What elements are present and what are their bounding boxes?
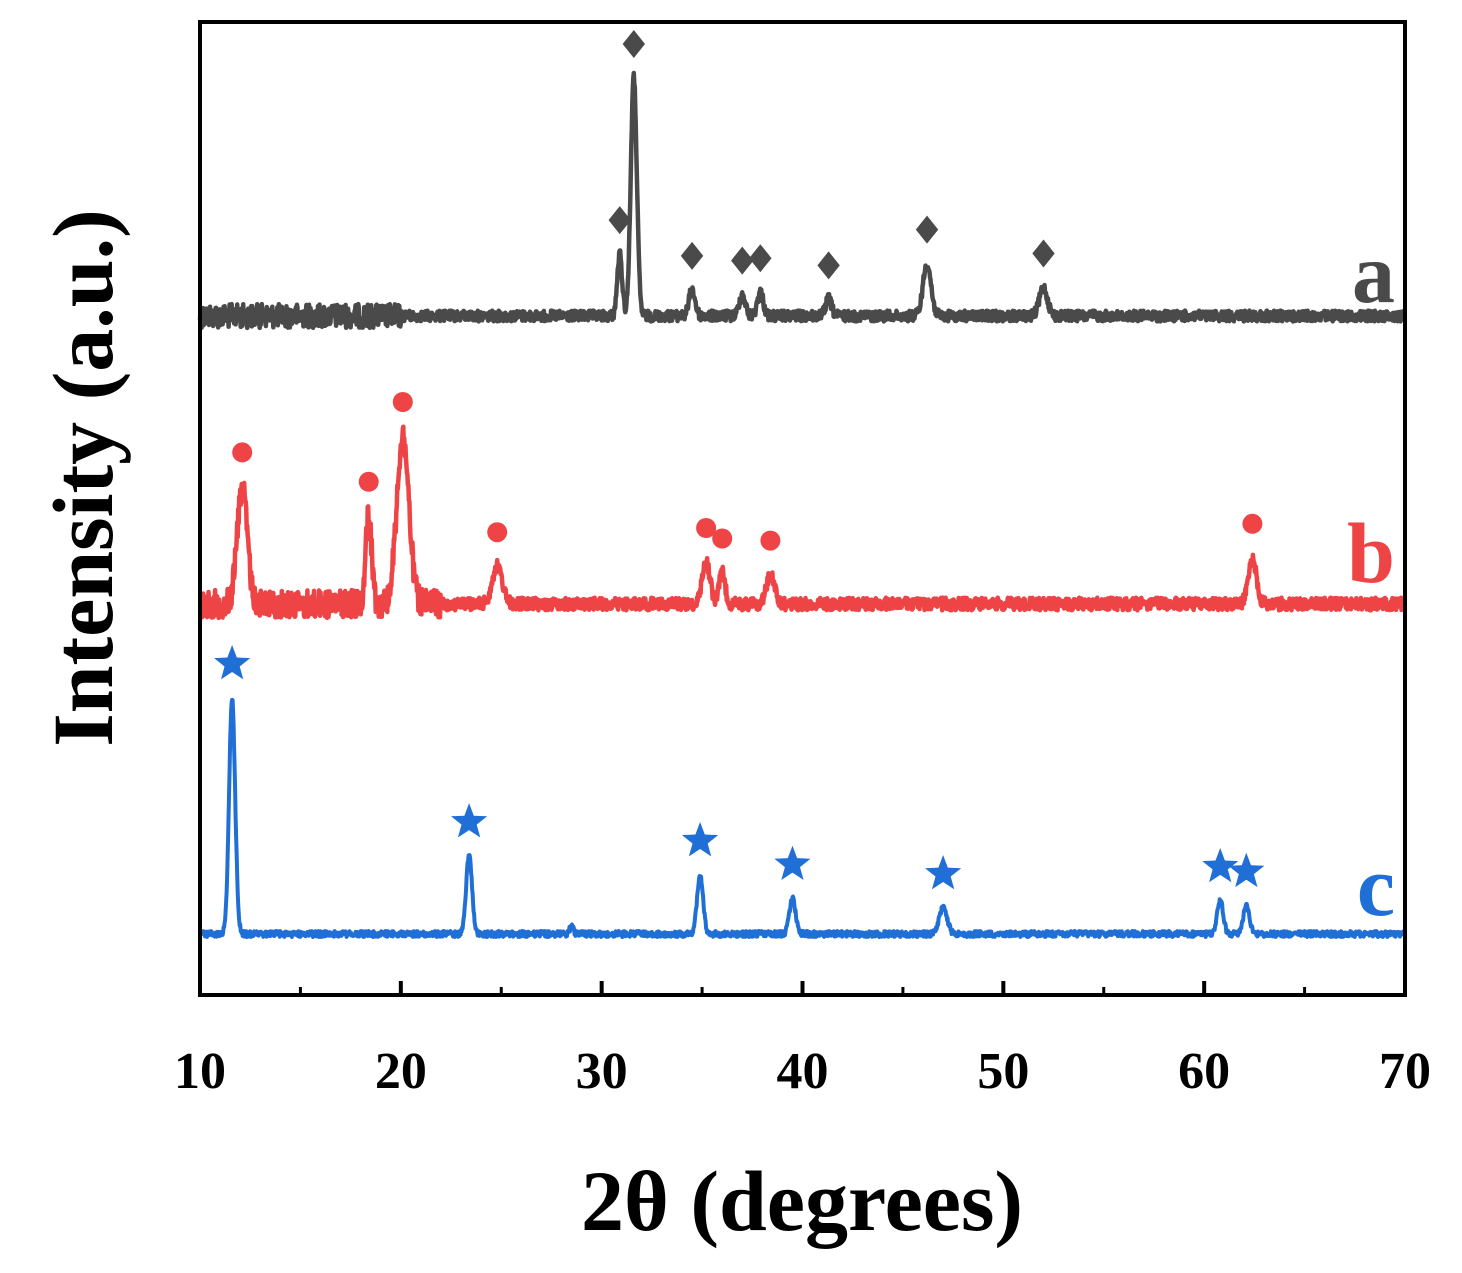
peak-marker-c-0 <box>214 645 251 680</box>
peak-marker-a-3 <box>731 246 754 275</box>
x-tick-label: 40 <box>777 1043 829 1100</box>
peak-marker-b-6 <box>760 530 781 551</box>
x-tick-label: 30 <box>576 1043 628 1100</box>
x-tick-label: 50 <box>977 1043 1029 1100</box>
peak-marker-c-5 <box>925 855 962 890</box>
plot-frame <box>198 20 1407 997</box>
peak-marker-b-4 <box>696 518 717 538</box>
peak-marker-a-4 <box>749 244 772 273</box>
peak-marker-c-3 <box>682 822 719 857</box>
series-label-b: b <box>1347 505 1395 601</box>
peak-marker-b-3 <box>487 522 508 543</box>
series-line-b <box>197 424 1408 621</box>
peak-marker-a-1 <box>622 30 645 58</box>
peak-marker-b-7 <box>1242 513 1263 534</box>
x-tick-label: 70 <box>1379 1043 1431 1100</box>
plot-markers <box>214 30 1265 890</box>
series-label-a: a <box>1352 225 1395 321</box>
peak-marker-a-7 <box>1032 239 1055 268</box>
y-axis-title: Intensity (a.u.) <box>35 209 131 747</box>
series-line-c <box>198 697 1407 939</box>
series-line-a <box>197 70 1407 331</box>
peak-marker-c-7 <box>1228 852 1265 888</box>
x-axis-title: 2θ (degrees) <box>581 1153 1023 1249</box>
peak-marker-c-4 <box>774 845 811 880</box>
series-label-c: c <box>1357 838 1395 934</box>
x-tick-label: 60 <box>1178 1043 1230 1100</box>
peak-marker-a-6 <box>915 215 939 244</box>
peak-marker-a-0 <box>608 206 631 235</box>
peak-marker-b-1 <box>358 471 379 492</box>
peak-marker-a-5 <box>817 251 840 280</box>
peak-marker-b-0 <box>232 442 253 463</box>
peak-marker-b-2 <box>392 392 413 412</box>
peak-marker-c-1 <box>451 803 488 838</box>
x-tick-label: 20 <box>375 1043 427 1100</box>
peak-marker-a-2 <box>680 241 704 270</box>
series-labels: a b c <box>1347 225 1395 934</box>
plot-traces <box>197 70 1408 939</box>
peak-marker-b-5 <box>712 528 733 549</box>
x-axis: 10 20 30 40 50 60 70 <box>174 981 1431 1100</box>
x-tick-label: 10 <box>174 1043 226 1100</box>
peak-marker-c-6 <box>1202 848 1239 883</box>
